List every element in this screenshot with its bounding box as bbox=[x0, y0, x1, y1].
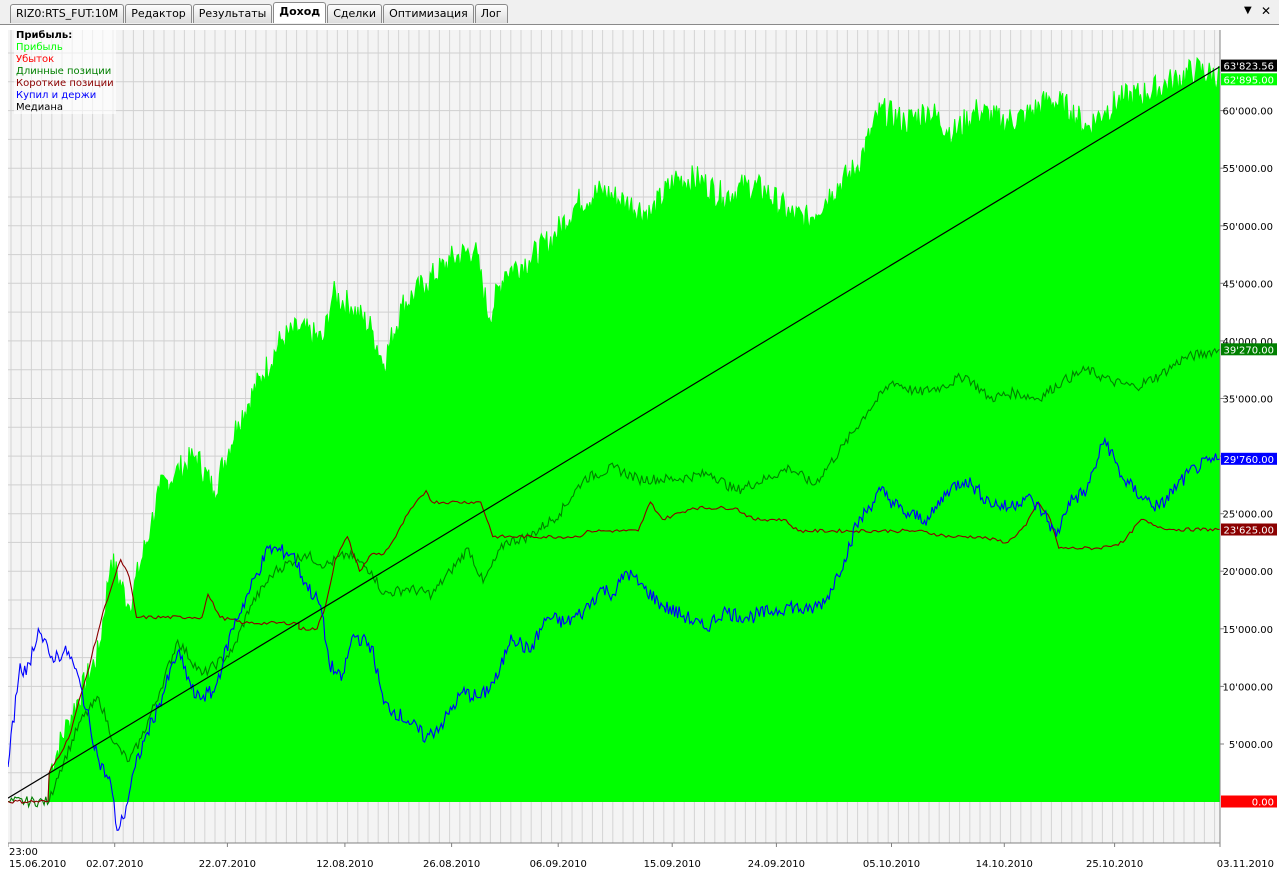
tab-bar: RIZ0:RTS_FUT:10M Редактор Результаты Доход С… bbox=[0, 0, 1279, 25]
short-positions-line bbox=[8, 489, 1221, 804]
chart-area: 5'000.00 10'000.00 15'000.00 20'000.00 25'00… bbox=[8, 25, 1279, 870]
tab-list: RIZ0:RTS_FUT:10M Редактор Результаты Доход С… bbox=[10, 2, 509, 23]
tab-6[interactable]: Лог bbox=[474, 4, 508, 23]
y-tick-label: 35'000.00 bbox=[1223, 395, 1273, 406]
y-axis-area bbox=[1220, 25, 1279, 870]
last-value-text: 62'895.00 bbox=[1224, 75, 1274, 86]
last-value-label-1: 62'895.00 bbox=[1221, 73, 1277, 86]
x-axis-area bbox=[8, 843, 1279, 870]
tab-3[interactable]: Доход bbox=[273, 2, 327, 23]
y-tick-label: 10'000.00 bbox=[1223, 682, 1273, 693]
x-tick-label: 26.08.2010 bbox=[423, 859, 480, 870]
buy-and-hold-line bbox=[8, 436, 1221, 831]
last-value-text: 29'760.00 bbox=[1224, 455, 1274, 466]
chevron-down-icon[interactable]: ▼ bbox=[1244, 5, 1252, 16]
legend-item-0: Прибыль bbox=[16, 42, 63, 53]
x-time-label: 23:00 bbox=[9, 847, 38, 858]
equity-chart: 5'000.00 10'000.00 15'000.00 20'000.00 25'00… bbox=[8, 25, 1279, 870]
last-value-text: 23'625.00 bbox=[1224, 526, 1274, 537]
tab-0[interactable]: RIZ0:RTS_FUT:10M bbox=[10, 4, 125, 23]
x-tick-label: 22.07.2010 bbox=[199, 859, 256, 870]
legend-item-2: Длинные позиции bbox=[16, 66, 112, 77]
y-tick-label: 45'000.00 bbox=[1223, 279, 1273, 290]
last-value-text: 63'823.56 bbox=[1224, 62, 1274, 73]
close-icon[interactable]: ✕ bbox=[1261, 4, 1272, 18]
y-tick-label: 40'000.00 bbox=[1223, 337, 1273, 348]
last-value-label-2: 39'270.00 bbox=[1221, 343, 1277, 356]
legend-item-4: Купил и держи bbox=[16, 90, 97, 101]
last-value-label-0: 63'823.56 bbox=[1221, 59, 1277, 73]
last-value-label-3: 29'760.00 bbox=[1221, 452, 1277, 466]
last-value-label-5: 0.00 bbox=[1221, 795, 1277, 809]
last-value-text: 39'270.00 bbox=[1224, 345, 1274, 356]
y-tick-label: 55'000.00 bbox=[1223, 164, 1273, 175]
y-tick-label: 25'000.00 bbox=[1223, 510, 1273, 521]
tab-4[interactable]: Сделки bbox=[327, 4, 383, 23]
last-value-text: 0.00 bbox=[1252, 798, 1274, 809]
y-tick-label: 50'000.00 bbox=[1223, 222, 1273, 233]
x-tick-label: 02.07.2010 bbox=[86, 859, 143, 870]
y-tick-label: 15'000.00 bbox=[1223, 625, 1273, 636]
x-tick-label: 24.09.2010 bbox=[748, 859, 805, 870]
x-tick-label: 03.11.2010 bbox=[1217, 859, 1274, 870]
x-tick-label: 15.09.2010 bbox=[644, 859, 701, 870]
median-line bbox=[8, 66, 1221, 799]
y-tick-label: 60'000.00 bbox=[1223, 107, 1273, 118]
x-tick-label: 12.08.2010 bbox=[316, 859, 373, 870]
x-tick-label: 05.10.2010 bbox=[863, 859, 920, 870]
last-value-label-4: 23'625.00 bbox=[1221, 523, 1277, 537]
legend-title: Прибыль: bbox=[16, 30, 73, 41]
x-tick-label: 14.10.2010 bbox=[976, 859, 1033, 870]
legend-item-1: Убыток bbox=[16, 54, 55, 65]
tab-5[interactable]: Оптимизация bbox=[383, 4, 474, 23]
y-tick-label: 5'000.00 bbox=[1229, 740, 1273, 751]
legend-item-3: Короткие позиции bbox=[16, 78, 114, 89]
x-tick-label: 06.09.2010 bbox=[530, 859, 587, 870]
legend-item-5: Медиана bbox=[16, 102, 63, 113]
tab-1[interactable]: Редактор bbox=[125, 4, 192, 23]
y-tick-label: 20'000.00 bbox=[1223, 567, 1273, 578]
tab-2[interactable]: Результаты bbox=[192, 4, 273, 23]
long-positions-line bbox=[8, 347, 1221, 809]
x-tick-label: 25.10.2010 bbox=[1086, 859, 1143, 870]
legend: Прибыль: Прибыль Убыток Длинные позиции Кор… bbox=[14, 30, 116, 114]
x-tick-label: 15.06.2010 bbox=[9, 859, 66, 870]
legend-items: Прибыль Убыток Длинные позиции Короткие поз… bbox=[16, 42, 114, 114]
